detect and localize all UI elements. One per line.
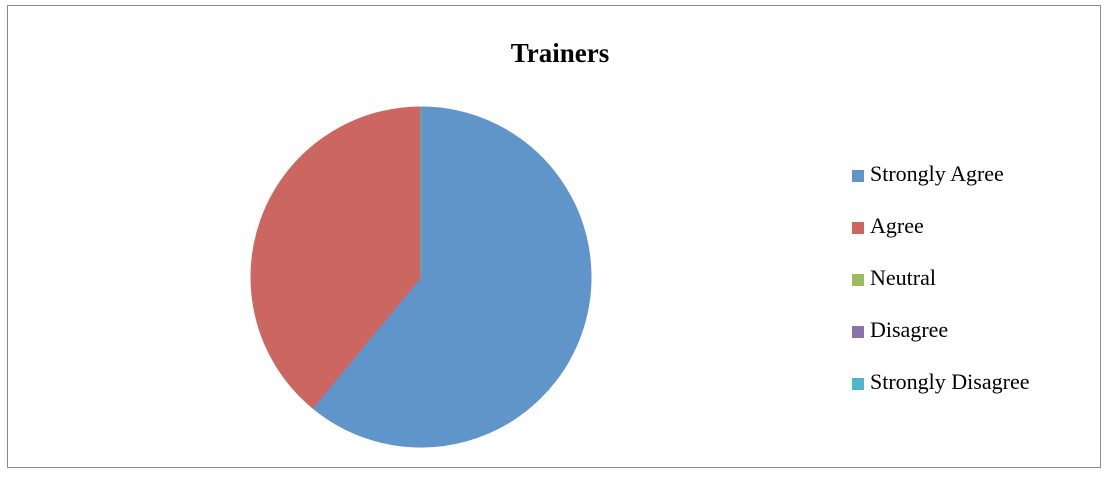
legend-label: Strongly Agree — [870, 161, 1004, 186]
legend-label: Neutral — [870, 265, 936, 290]
pie-slice — [311, 106, 592, 448]
chart-title: Trainers — [511, 38, 609, 68]
pie-slice — [250, 106, 422, 409]
legend-label: Strongly Disagree — [870, 369, 1029, 394]
legend-swatch — [852, 378, 864, 390]
legend-swatch — [852, 274, 864, 286]
legend-swatch — [852, 222, 864, 234]
legend-swatch — [852, 170, 864, 182]
legend-label: Agree — [870, 213, 924, 238]
legend-label: Disagree — [870, 317, 948, 342]
legend-swatch — [852, 326, 864, 338]
